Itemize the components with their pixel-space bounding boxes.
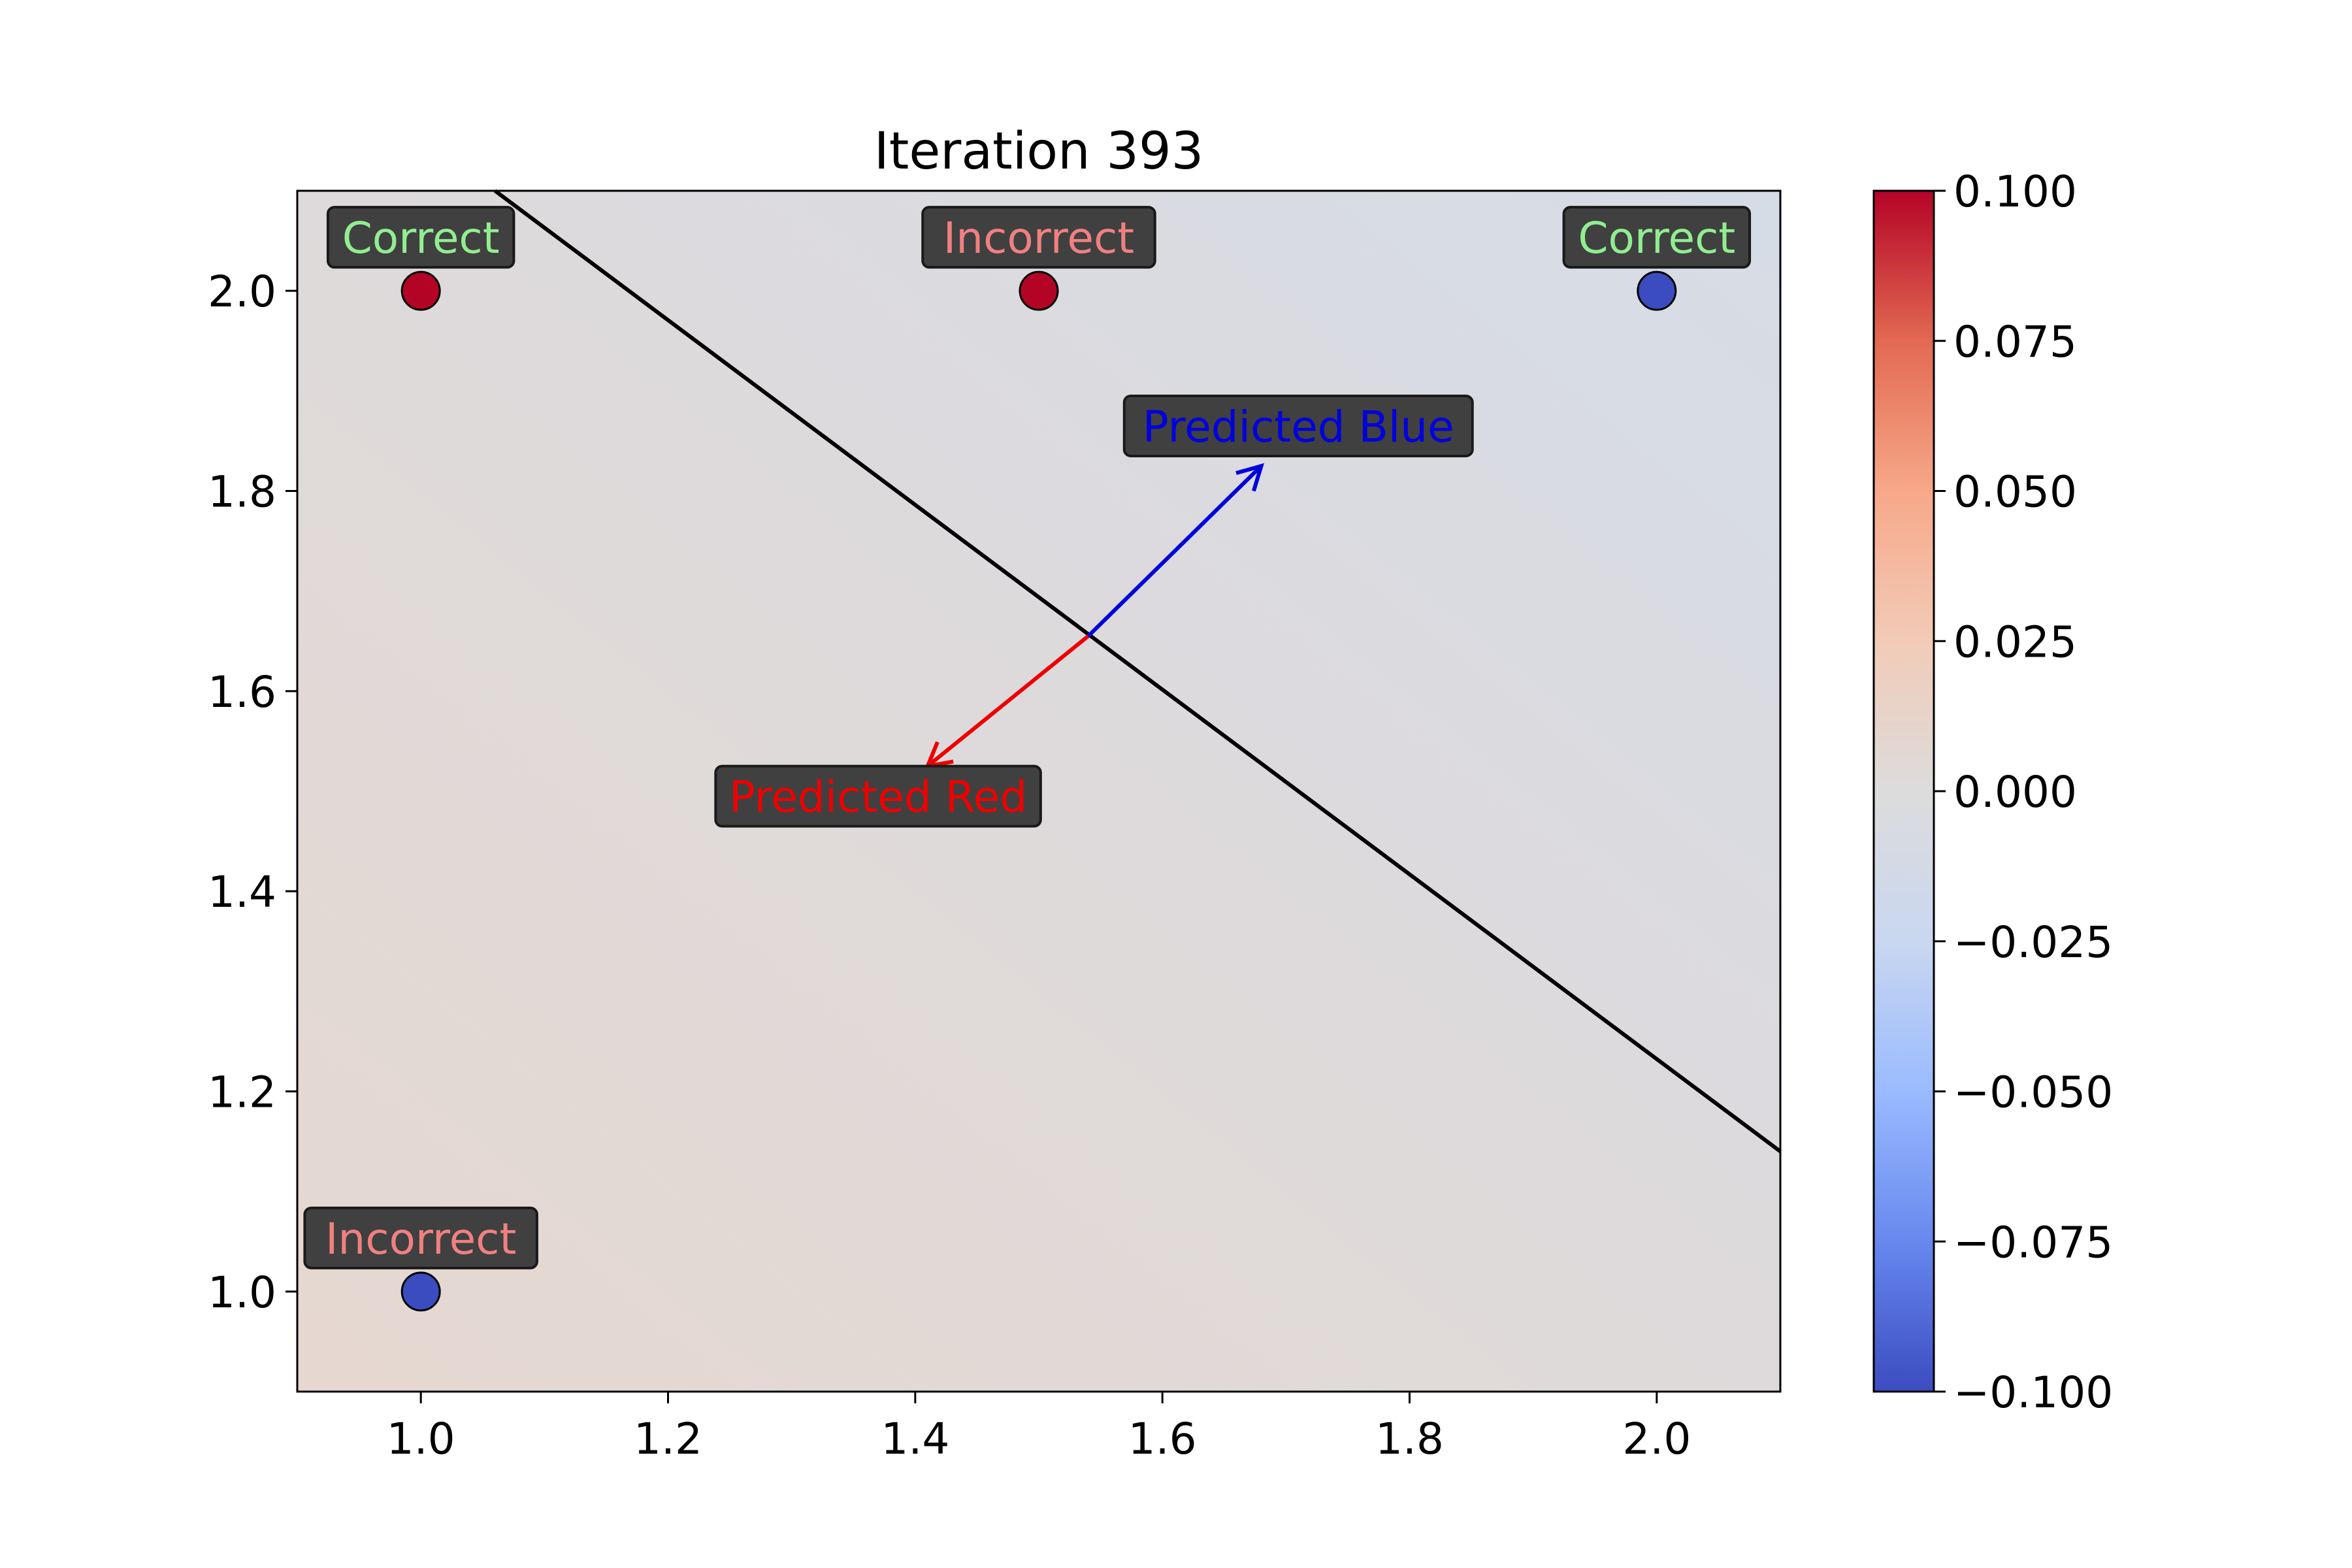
x-tick-label: 1.2 [634,1414,702,1464]
colorbar-bar [1872,189,1935,1393]
arrow-label-0-box [1122,394,1474,457]
colorbar-tick-label: 0.050 [1953,467,2077,517]
data-point-1 [1019,270,1059,311]
chart-title: Iteration 393 [874,122,1204,181]
x-tick-label: 1.4 [881,1414,949,1464]
y-axis: 1.0 1.2 1.4 1.6 1.8 2.0 [208,267,297,1318]
y-tick-label: 1.4 [208,867,276,917]
x-tick-label: 2.0 [1622,1414,1691,1464]
prediction-arrow-blue [1086,465,1263,638]
y-tick-label: 1.0 [208,1267,276,1318]
point-label-0-box [326,206,515,269]
plot-frame [296,189,1782,1393]
point-label-3-box [303,1206,538,1269]
point-label-1-text: Incorrect [943,213,1134,263]
arrow-label-1-text: Predicted Red [729,772,1027,823]
x-axis: 1.0 1.2 1.4 1.6 1.8 2.0 [387,1392,1691,1464]
plot-area: Predicted Blue Predicted Red Correct Incorr… [296,189,1782,1393]
colorbar-tick-label: 0.100 [1953,167,2077,217]
point-label-1-box [921,206,1156,269]
point-label-3-text: Incorrect [325,1214,516,1264]
point-label-1: Incorrect [921,206,1156,269]
y-tick-label: 1.8 [208,467,276,517]
colorbar-tick-label: 0.075 [1953,317,2077,367]
colorbar-tick-label: 0.025 [1953,617,2077,667]
data-point-2 [1637,270,1677,311]
point-label-2-box [1562,206,1752,269]
point-label-3: Incorrect [303,1206,538,1269]
x-tick-label: 1.0 [387,1414,455,1464]
colorbar-tick-label: 0.000 [1953,767,2077,817]
y-tick-label: 1.6 [208,667,276,717]
prediction-arrow-red [926,634,1090,768]
arrow-label-0-text: Predicted Blue [1143,402,1454,452]
x-tick-label: 1.6 [1128,1414,1197,1464]
point-label-0: Correct [326,206,515,269]
colorbar-tick-label: −0.100 [1953,1367,2113,1418]
point-label-2: Correct [1562,206,1752,269]
decision-boundary-line [493,189,1782,1153]
y-tick-label: 2.0 [208,267,276,317]
data-point-3 [400,1271,441,1312]
y-tick-label: 1.2 [208,1068,276,1118]
data-point-0 [400,270,441,311]
arrowhead-blue [1235,463,1264,492]
colorbar-tick-label: −0.025 [1953,917,2113,968]
colorbar-tick-label: −0.075 [1953,1217,2113,1267]
colorbar: 0.100 0.075 0.050 0.025 0.000 −0.025 −0.050 −0.… [1872,167,2113,1418]
colorbar-tick-label: −0.050 [1953,1068,2113,1118]
point-label-2-text: Correct [1578,213,1735,263]
x-tick-label: 1.8 [1375,1414,1444,1464]
point-label-0-text: Correct [342,213,500,263]
arrow-label-1-box [714,764,1042,828]
arrow-label-0: Predicted Blue [1122,394,1474,457]
arrow-label-1: Predicted Red [714,764,1042,828]
